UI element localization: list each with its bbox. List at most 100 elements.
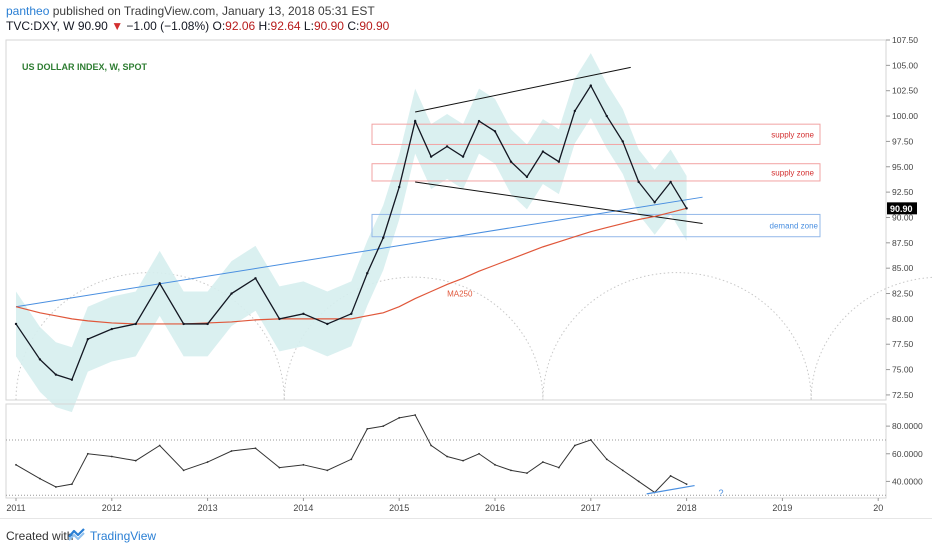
time-tick-label: 2011	[6, 503, 25, 513]
rsi-point	[302, 463, 305, 466]
rsi-point	[669, 474, 672, 477]
rsi-point	[478, 452, 480, 455]
rsi-point	[382, 425, 385, 428]
ma250-label: MA250	[447, 290, 473, 299]
price-tick-label: 95.00	[892, 162, 914, 172]
price-tick-label: 87.50	[892, 238, 914, 248]
chart-canvas[interactable]: US DOLLAR INDEX, W, SPOT supply zone suppl…	[0, 0, 932, 518]
last-price-badge	[887, 202, 917, 215]
demand-zone	[371, 213, 821, 238]
cycle-arc-2	[283, 276, 544, 401]
price-pane-frame	[5, 39, 887, 401]
rsi-point	[39, 477, 41, 480]
time-tick-label: 2013	[198, 503, 218, 513]
rsi-point	[134, 459, 137, 462]
close-value: 90.90	[359, 19, 390, 33]
price-tick-label: 85.00	[892, 263, 914, 273]
rsi-point	[605, 458, 608, 461]
cycle-arc-3	[542, 272, 812, 401]
rsi-point	[55, 486, 57, 488]
demand-zone-label: demand zone	[770, 222, 819, 231]
price-tick-label: 105.00	[892, 60, 918, 70]
time-tick-label: 2015	[389, 503, 409, 513]
price-tick-label: 90.00	[892, 212, 914, 222]
price-pane: US DOLLAR INDEX, W, SPOT supply zone suppl…	[5, 35, 932, 413]
supply-zone-upper	[371, 123, 821, 145]
low-label: L:	[303, 19, 314, 33]
rsi-point	[350, 458, 353, 461]
price-point	[621, 140, 624, 143]
price-tick-label: 100.00	[892, 111, 918, 121]
last-price-label: 90.90	[890, 204, 913, 214]
price-tick-label: 82.50	[892, 289, 914, 299]
rsi-point	[70, 483, 73, 486]
rsi-point	[15, 463, 17, 466]
price-point	[669, 180, 672, 184]
price-tick-label: 75.00	[892, 365, 914, 375]
price-point	[254, 277, 257, 280]
price-point	[541, 150, 545, 153]
cycle-arc-4	[810, 276, 932, 401]
rsi-point	[589, 439, 592, 441]
channel-upper-line	[415, 66, 631, 113]
price-point	[302, 312, 305, 316]
time-tick-label: 2016	[485, 503, 505, 513]
price-point	[605, 114, 608, 118]
price-point	[14, 322, 18, 326]
price-point	[54, 373, 58, 376]
supply-zone-lower	[371, 163, 821, 182]
price-point	[573, 109, 577, 113]
rsi-pane-frame	[5, 403, 887, 499]
rsi-point	[86, 452, 89, 455]
tradingview-brand[interactable]: TradingView	[90, 529, 157, 543]
price-point	[182, 322, 185, 326]
rsi-point	[206, 461, 209, 463]
price-tick-label: 72.50	[892, 390, 914, 400]
price-point	[557, 160, 561, 163]
price-point	[477, 119, 481, 123]
price-tick-label: 77.50	[892, 339, 914, 349]
rsi-point	[621, 469, 624, 472]
created-with-text: Created with	[6, 529, 74, 543]
high-value: 92.64	[270, 19, 301, 33]
rsi-point	[685, 483, 688, 486]
rsi-point	[366, 427, 369, 430]
price-point	[134, 322, 137, 326]
price-tick-label: 80.00	[892, 314, 914, 324]
price-point	[366, 272, 369, 275]
rsi-point	[557, 466, 560, 469]
rsi-line	[15, 414, 687, 494]
rsi-point	[278, 466, 281, 469]
rsi-tick-label: 80.0000	[892, 421, 923, 431]
price-point	[461, 155, 465, 158]
tradingview-logo-icon	[68, 528, 85, 541]
chart-title: US DOLLAR INDEX, W, SPOT	[22, 62, 148, 72]
rsi-divergence-line	[646, 484, 695, 495]
rsi-point	[414, 414, 417, 416]
open-value: 92.06	[225, 19, 256, 33]
price-change: −1.00 (−1.08%)	[126, 19, 210, 33]
price-point	[398, 185, 401, 189]
symbol-label: TVC:DXY, W	[6, 19, 75, 33]
time-tick-label: 2012	[102, 503, 122, 513]
rsi-point	[494, 463, 496, 466]
footer: Created with TradingView	[0, 518, 932, 551]
price-point	[38, 358, 42, 361]
time-tick-label: 20	[873, 503, 883, 513]
rsi-point	[542, 461, 544, 463]
price-point	[230, 292, 233, 295]
price-point	[509, 160, 513, 163]
last-price: 90.90	[77, 19, 108, 33]
author-name[interactable]: pantheo	[6, 4, 50, 18]
price-tick-label: 97.50	[892, 136, 914, 146]
price-point	[445, 145, 449, 148]
price-point	[206, 322, 209, 326]
price-tick-label: 92.50	[892, 187, 914, 197]
price-point	[350, 312, 353, 316]
rsi-point	[510, 469, 512, 472]
high-label: H:	[258, 19, 271, 33]
supply-zone-label-upper: supply zone	[771, 130, 814, 139]
price-point	[158, 282, 161, 285]
time-tick-label: 2014	[293, 503, 313, 513]
price-point	[70, 378, 74, 381]
